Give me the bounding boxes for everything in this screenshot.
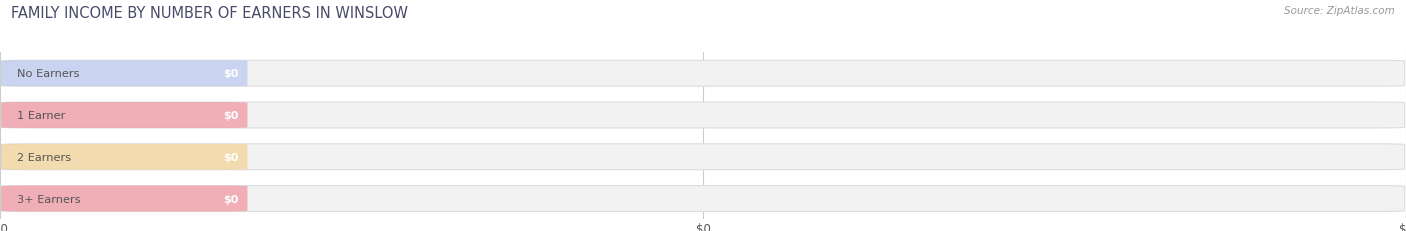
Text: $0: $0 <box>224 110 239 121</box>
Text: 2 Earners: 2 Earners <box>17 152 70 162</box>
Text: $0: $0 <box>224 152 239 162</box>
Text: 3+ Earners: 3+ Earners <box>17 194 80 204</box>
Text: $0: $0 <box>224 194 239 204</box>
Text: No Earners: No Earners <box>17 69 79 79</box>
FancyBboxPatch shape <box>1 103 1405 128</box>
Text: 1 Earner: 1 Earner <box>17 110 65 121</box>
Text: FAMILY INCOME BY NUMBER OF EARNERS IN WINSLOW: FAMILY INCOME BY NUMBER OF EARNERS IN WI… <box>11 6 408 21</box>
Text: Source: ZipAtlas.com: Source: ZipAtlas.com <box>1284 6 1395 16</box>
FancyBboxPatch shape <box>1 61 1405 87</box>
FancyBboxPatch shape <box>1 61 247 87</box>
FancyBboxPatch shape <box>1 144 247 170</box>
FancyBboxPatch shape <box>1 103 247 128</box>
FancyBboxPatch shape <box>1 186 1405 212</box>
FancyBboxPatch shape <box>1 144 1405 170</box>
FancyBboxPatch shape <box>1 186 247 212</box>
Text: $0: $0 <box>224 69 239 79</box>
